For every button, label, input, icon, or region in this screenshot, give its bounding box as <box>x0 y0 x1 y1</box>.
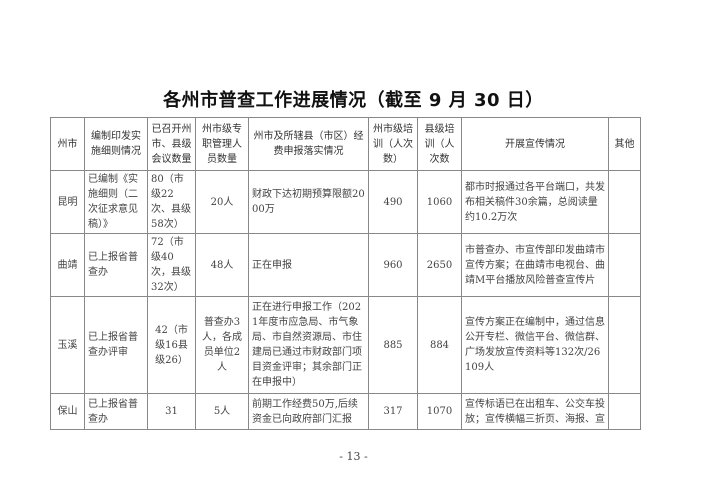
cell-publicity: 市普查办、市宣传部印发曲靖市宣传方案；在曲靖市电视台、曲靖M平台播放风险普查宣传… <box>461 233 609 297</box>
cell-county-training: 2650 <box>417 233 462 297</box>
header-cell: 县级培训（人次数 <box>417 117 462 171</box>
cell-other <box>608 170 641 234</box>
cell-county-training: 1070 <box>417 393 462 430</box>
page-number: - 13 - <box>339 450 368 463</box>
cell-meetings: 80（市级22次、县级58次） <box>147 170 196 234</box>
cell-staff: 48人 <box>195 233 249 297</box>
cell-other <box>608 296 641 394</box>
cell-rules: 已上报省普查办 <box>84 233 148 297</box>
cell-county-training: 1060 <box>417 170 462 234</box>
cell-funding: 正在进行申报工作（2021年度市应急局、市气象局、市自然资源局、市住建局已通过市… <box>248 296 369 394</box>
cell-funding: 前期工作经费50万,后续资金已向政府部门汇报 <box>248 393 369 430</box>
cell-city: 昆明 <box>50 170 85 234</box>
table-row: 昆明 已编制《实施细则（二次征求意见稿）》 80（市级22次、县级58次） 20… <box>50 170 641 234</box>
header-cell: 编制印发实施细则情况 <box>84 117 148 171</box>
cell-other <box>608 393 641 430</box>
cell-meetings: 31 <box>147 393 196 430</box>
cell-publicity: 宣传方案正在编制中，通过信息公开专栏、微信平台、微信群、广场发放宣传资料等132… <box>461 296 609 394</box>
cell-county-training: 884 <box>417 296 462 394</box>
cell-city-training: 885 <box>368 296 418 394</box>
cell-staff: 20人 <box>195 170 249 234</box>
cell-other <box>608 233 641 297</box>
table-row: 玉溪 已上报省普查办评审 42（市级16县级26） 普查办3人，各成员单位2人 … <box>50 296 641 394</box>
cell-meetings: 42（市级16县级26） <box>147 296 196 394</box>
cell-publicity: 宣传标语已在出租车、公交车投放；宣传横幅三折页、海报、宣 <box>461 393 609 430</box>
page-title: 各州市普查工作进展情况（截至 9 月 30 日） <box>163 90 544 111</box>
header-cell: 州市级培训（人次数） <box>368 117 418 171</box>
cell-rules: 已编制《实施细则（二次征求意见稿）》 <box>84 170 148 234</box>
table-row: 保山 已上报省普查办 31 5人 前期工作经费50万,后续资金已向政府部门汇报 … <box>50 393 641 430</box>
header-cell: 州市及所辖县（市区）经费申报落实情况 <box>248 117 369 171</box>
progress-table: 州市 编制印发实施细则情况 已召开州市、县级会议数量 州市级专职管理人员数量 州… <box>50 117 641 430</box>
cell-city: 保山 <box>50 393 85 430</box>
header-cell: 其他 <box>608 117 641 171</box>
cell-staff: 5人 <box>195 393 249 430</box>
table-header-row: 州市 编制印发实施细则情况 已召开州市、县级会议数量 州市级专职管理人员数量 州… <box>50 117 641 171</box>
cell-rules: 已上报省普查办 <box>84 393 148 430</box>
cell-city-training: 317 <box>368 393 418 430</box>
cell-staff: 普查办3人，各成员单位2人 <box>195 296 249 394</box>
cell-rules: 已上报省普查办评审 <box>84 296 148 394</box>
table-row: 曲靖 已上报省普查办 72（市级40次，县级32次） 48人 正在申报 960 … <box>50 233 641 297</box>
cell-city-training: 960 <box>368 233 418 297</box>
cell-meetings: 72（市级40次，县级32次） <box>147 233 196 297</box>
cell-city: 曲靖 <box>50 233 85 297</box>
cell-city: 玉溪 <box>50 296 85 394</box>
cell-funding: 正在申报 <box>248 233 369 297</box>
cell-funding: 财政下达初期预算限额2000万 <box>248 170 369 234</box>
cell-publicity: 都市时报通过各平台端口，共发布相关稿件30余篇，总阅读量约10.2万次 <box>461 170 609 234</box>
header-cell: 开展宣传情况 <box>461 117 609 171</box>
header-cell: 州市 <box>50 117 85 171</box>
cell-city-training: 490 <box>368 170 418 234</box>
header-cell: 已召开州市、县级会议数量 <box>147 117 196 171</box>
header-cell: 州市级专职管理人员数量 <box>195 117 249 171</box>
